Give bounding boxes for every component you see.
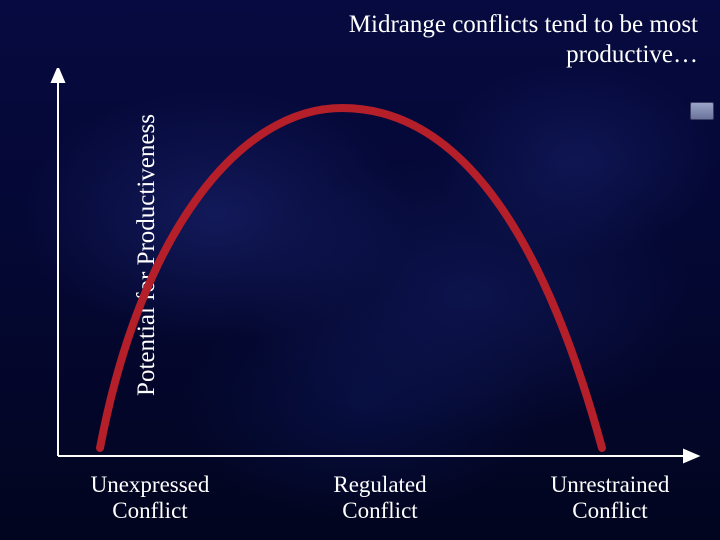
x-label-regulated: RegulatedConflict [280,472,480,528]
y-axis-arrowhead [52,68,64,82]
x-label-unexpressed: UnexpressedConflict [50,472,250,528]
chart-area [42,68,702,468]
slide-title: Midrange conflicts tend to be most produ… [218,10,698,70]
x-axis-labels: UnexpressedConflict RegulatedConflict Un… [50,472,710,528]
x-label-text: UnexpressedConflict [91,472,210,523]
axes [52,68,698,462]
next-page-button[interactable] [690,102,714,120]
x-axis-arrowhead [684,450,698,462]
slide: Midrange conflicts tend to be most produ… [0,0,720,540]
x-label-unrestrained: UnrestrainedConflict [510,472,710,528]
x-label-text: UnrestrainedConflict [551,472,670,523]
x-label-text: RegulatedConflict [333,472,426,523]
productivity-curve [100,108,602,448]
